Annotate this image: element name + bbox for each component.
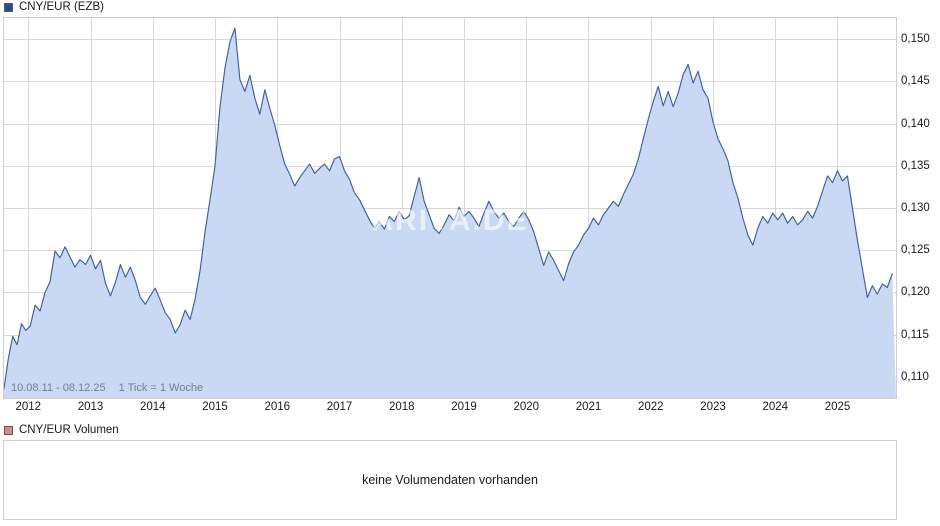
x-axis-tick-label: 2024	[762, 401, 789, 413]
x-axis-tick-label: 2016	[264, 401, 291, 413]
x-axis-tick-label: 2018	[388, 401, 415, 413]
x-axis-tick-label: 2012	[15, 401, 42, 413]
y-axis-tick-label: 0,130	[901, 202, 930, 214]
volume-series-legend[interactable]: CNY/EUR Volumen	[4, 424, 119, 437]
x-axis-tick-label: 2022	[637, 401, 664, 413]
volume-series-label: CNY/EUR Volumen	[19, 424, 119, 436]
price-chart-panel[interactable]: ARIVA.DE 10.08.11 - 08.12.25 1 Tick = 1 W…	[3, 17, 897, 399]
y-axis-tick-label: 0,140	[901, 117, 930, 130]
x-axis-tick-label: 2013	[77, 401, 104, 413]
y-axis-tick-label: 0,115	[901, 328, 929, 341]
x-axis-tick-label: 2015	[202, 401, 228, 413]
x-axis-tick-label: 2021	[575, 401, 602, 413]
y-axis-tick-label: 0,150	[901, 33, 930, 46]
x-axis-tick-label: 2019	[451, 401, 477, 413]
y-axis: 0,150 0,145 0,140 0,135 0,130 0,125 0,120 0,115…	[901, 17, 940, 399]
x-axis-tick-label: 2017	[326, 401, 353, 413]
y-axis-tick-label: 0,120	[901, 286, 930, 299]
price-series-fill	[4, 28, 896, 398]
x-axis-tick-label: 2023	[700, 401, 726, 413]
x-axis: 2012 2013 2014 2015 2016 2017 2018 2019 2020 2021…	[3, 401, 897, 419]
volume-series-color-swatch	[4, 426, 13, 435]
x-axis-tick-label: 2020	[513, 401, 540, 413]
price-series-line	[4, 27, 893, 390]
y-axis-tick-label: 0,125	[901, 244, 930, 257]
x-axis-tick-label: 2014	[139, 401, 166, 413]
y-axis-tick-label: 0,135	[901, 159, 930, 172]
y-axis-tick-label: 0,145	[901, 75, 930, 88]
y-axis-tick-label: 0,110	[901, 370, 929, 383]
x-axis-tick-label: 2025	[824, 401, 851, 413]
price-area-chart	[4, 18, 896, 398]
price-series-label: CNY/EUR (EZB)	[19, 1, 104, 13]
volume-empty-message: keine Volumendaten vorhanden	[362, 473, 538, 487]
price-series-legend[interactable]: CNY/EUR (EZB)	[4, 1, 104, 14]
volume-chart-panel[interactable]: keine Volumendaten vorhanden	[3, 440, 897, 520]
price-series-color-swatch	[4, 3, 13, 12]
